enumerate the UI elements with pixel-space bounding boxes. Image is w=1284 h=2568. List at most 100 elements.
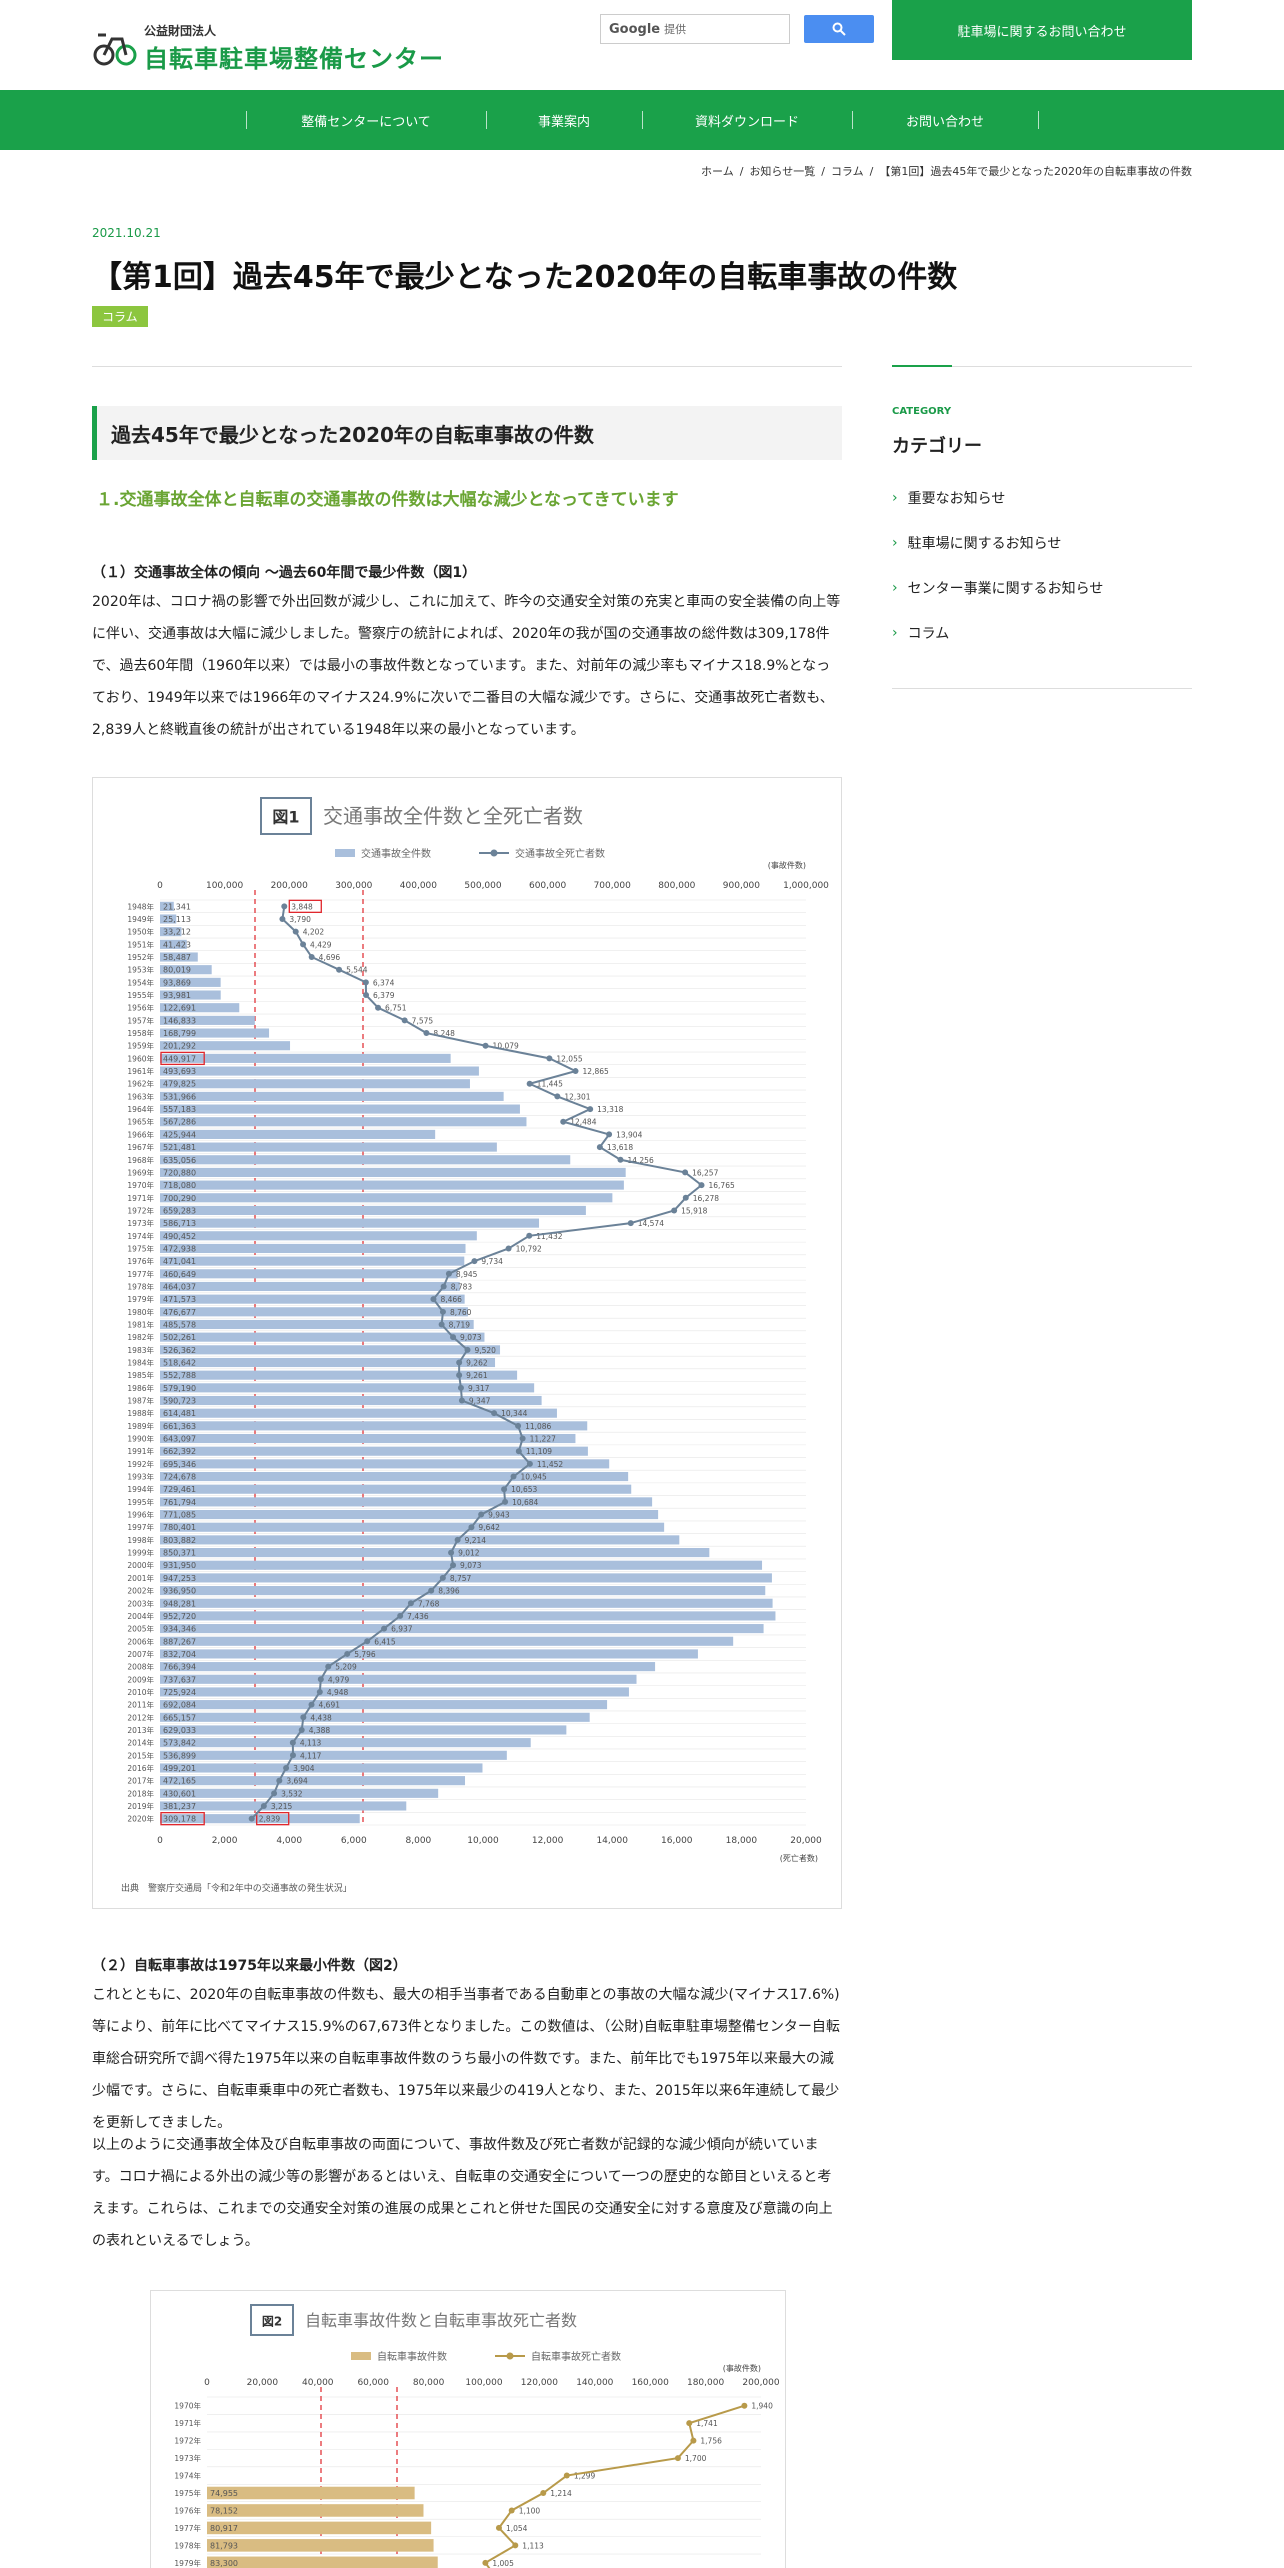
sidebar-item-important[interactable]: › 重要なお知らせ bbox=[892, 488, 1005, 508]
death-point bbox=[260, 1802, 267, 1809]
accident-bar bbox=[160, 1573, 772, 1583]
accident-bar bbox=[160, 1231, 477, 1241]
death-point bbox=[308, 954, 315, 961]
accident-bar bbox=[160, 1129, 436, 1139]
death-point bbox=[316, 1688, 323, 1695]
year-label: 1967年 bbox=[127, 1142, 154, 1152]
accident-bar bbox=[160, 1446, 588, 1456]
nav-item-about[interactable]: 整備センターについて bbox=[301, 114, 431, 130]
accident-value-label: 552,788 bbox=[163, 1371, 196, 1380]
accident-value-label: 526,362 bbox=[163, 1346, 196, 1355]
death-point bbox=[627, 1220, 634, 1227]
death-value-label: 9,214 bbox=[465, 1536, 487, 1545]
year-label: 1959年 bbox=[127, 1041, 154, 1051]
year-label: 1958年 bbox=[127, 1028, 154, 1038]
accident-value-label: 78,152 bbox=[210, 2506, 238, 2515]
death-point bbox=[464, 1346, 471, 1353]
death-point bbox=[526, 1232, 533, 1239]
main-nav: 整備センターについて 事業案内 資料ダウンロード お問い合わせ bbox=[0, 90, 1284, 150]
death-value-label: 8,466 bbox=[440, 1295, 462, 1304]
year-label: 1976年 bbox=[127, 1256, 154, 1266]
breadcrumb-current: 【第1回】過去45年で最少となった2020年の自転車事故の件数 bbox=[879, 165, 1192, 178]
death-point bbox=[495, 2524, 502, 2531]
legend-label: 自転車事故死亡者数 bbox=[531, 2350, 621, 2363]
chevron-right-icon: › bbox=[892, 625, 898, 641]
year-label: 1994年 bbox=[127, 1484, 154, 1494]
sidebar-item-column[interactable]: › コラム bbox=[892, 623, 949, 643]
year-label: 1974年 bbox=[127, 1231, 154, 1241]
accident-value-label: 93,981 bbox=[163, 991, 191, 1000]
accident-value-label: 579,190 bbox=[163, 1384, 196, 1393]
death-value-label: 10,344 bbox=[501, 1409, 527, 1418]
accident-value-label: 850,371 bbox=[163, 1549, 196, 1558]
death-value-label: 4,202 bbox=[303, 928, 325, 937]
death-value-label: 3,532 bbox=[281, 1789, 303, 1798]
death-point bbox=[471, 1258, 478, 1265]
legend-swatch-bar bbox=[335, 849, 355, 857]
search-button[interactable] bbox=[804, 15, 874, 43]
death-point bbox=[515, 1422, 522, 1429]
death-point bbox=[606, 1131, 613, 1138]
death-value-label: 6,937 bbox=[391, 1625, 413, 1634]
year-label: 1999年 bbox=[127, 1548, 154, 1558]
nav-divider bbox=[1038, 111, 1039, 129]
death-value-label: 1,005 bbox=[492, 2559, 514, 2568]
death-point bbox=[397, 1612, 404, 1619]
death-value-label: 8,760 bbox=[450, 1308, 472, 1317]
accident-bar bbox=[160, 939, 187, 949]
death-value-label: 1,741 bbox=[696, 2419, 718, 2428]
accident-bar bbox=[160, 1814, 360, 1824]
year-label: 1984年 bbox=[127, 1358, 154, 1368]
bottom-tick-label: 0 bbox=[157, 1836, 163, 1846]
death-value-label: 3,904 bbox=[293, 1764, 315, 1773]
search-input[interactable]: Google 提供 bbox=[600, 14, 790, 44]
accident-value-label: 557,183 bbox=[163, 1105, 196, 1114]
year-label: 1975年 bbox=[174, 2488, 201, 2498]
top-tick-label: 80,000 bbox=[413, 2378, 445, 2388]
accident-value-label: 146,833 bbox=[163, 1016, 196, 1025]
parking-contact-button[interactable]: 駐車場に関するお問い合わせ bbox=[892, 0, 1192, 60]
year-label: 1969年 bbox=[127, 1167, 154, 1177]
death-value-label: 4,438 bbox=[310, 1713, 332, 1722]
sidebar-item-parking[interactable]: › 駐車場に関するお知らせ bbox=[892, 533, 1061, 553]
breadcrumb-home[interactable]: ホーム bbox=[701, 165, 734, 178]
death-value-label: 4,948 bbox=[327, 1688, 349, 1697]
accident-value-label: 665,157 bbox=[163, 1713, 196, 1722]
death-point bbox=[572, 1068, 579, 1075]
bicycle-logo-icon bbox=[93, 33, 137, 66]
accident-value-label: 493,693 bbox=[163, 1067, 196, 1076]
year-label: 1971年 bbox=[174, 2418, 201, 2428]
year-label: 1981年 bbox=[127, 1319, 154, 1329]
year-label: 1970年 bbox=[174, 2401, 201, 2411]
nav-item-business[interactable]: 事業案内 bbox=[537, 114, 590, 130]
breadcrumb-news[interactable]: お知らせ一覧 bbox=[749, 165, 816, 178]
nav-item-downloads[interactable]: 資料ダウンロード bbox=[694, 114, 799, 130]
accident-value-label: 425,944 bbox=[163, 1130, 196, 1139]
accident-bar bbox=[160, 1155, 571, 1165]
death-value-label: 8,783 bbox=[451, 1282, 473, 1291]
accident-bar bbox=[160, 1294, 465, 1304]
breadcrumb-column[interactable]: コラム bbox=[830, 165, 864, 178]
accident-bar bbox=[160, 1636, 734, 1646]
bottom-tick-label: 18,000 bbox=[726, 1836, 758, 1846]
category-tag[interactable]: コラム bbox=[92, 306, 148, 327]
site-logo[interactable]: 公益財団法人 自転車駐車場整備センター bbox=[92, 22, 444, 74]
year-label: 2015年 bbox=[127, 1750, 154, 1760]
year-label: 2018年 bbox=[127, 1788, 154, 1798]
accident-bar bbox=[160, 1281, 460, 1292]
death-point bbox=[276, 1777, 283, 1784]
sidebar-title: カテゴリー bbox=[892, 436, 982, 457]
death-point bbox=[407, 1600, 414, 1607]
nav-item-contact[interactable]: お問い合わせ bbox=[905, 114, 984, 130]
death-value-label: 12,865 bbox=[583, 1067, 609, 1076]
accident-bar bbox=[160, 1509, 659, 1520]
death-value-label: 8,396 bbox=[438, 1587, 460, 1596]
death-value-label: 12,484 bbox=[570, 1118, 596, 1127]
sidebar-item-center[interactable]: › センター事業に関するお知らせ bbox=[892, 578, 1103, 598]
bottom-tick-label: 4,000 bbox=[276, 1836, 302, 1846]
accident-bar bbox=[207, 2521, 432, 2535]
section1-body: 2020年は、コロナ禍の影響で外出回数が減少し、これに加えて、昨今の交通安全対策… bbox=[92, 594, 841, 738]
accident-value-label: 536,899 bbox=[163, 1751, 196, 1760]
death-value-label: 14,256 bbox=[627, 1156, 653, 1165]
accident-bar bbox=[160, 1484, 632, 1494]
